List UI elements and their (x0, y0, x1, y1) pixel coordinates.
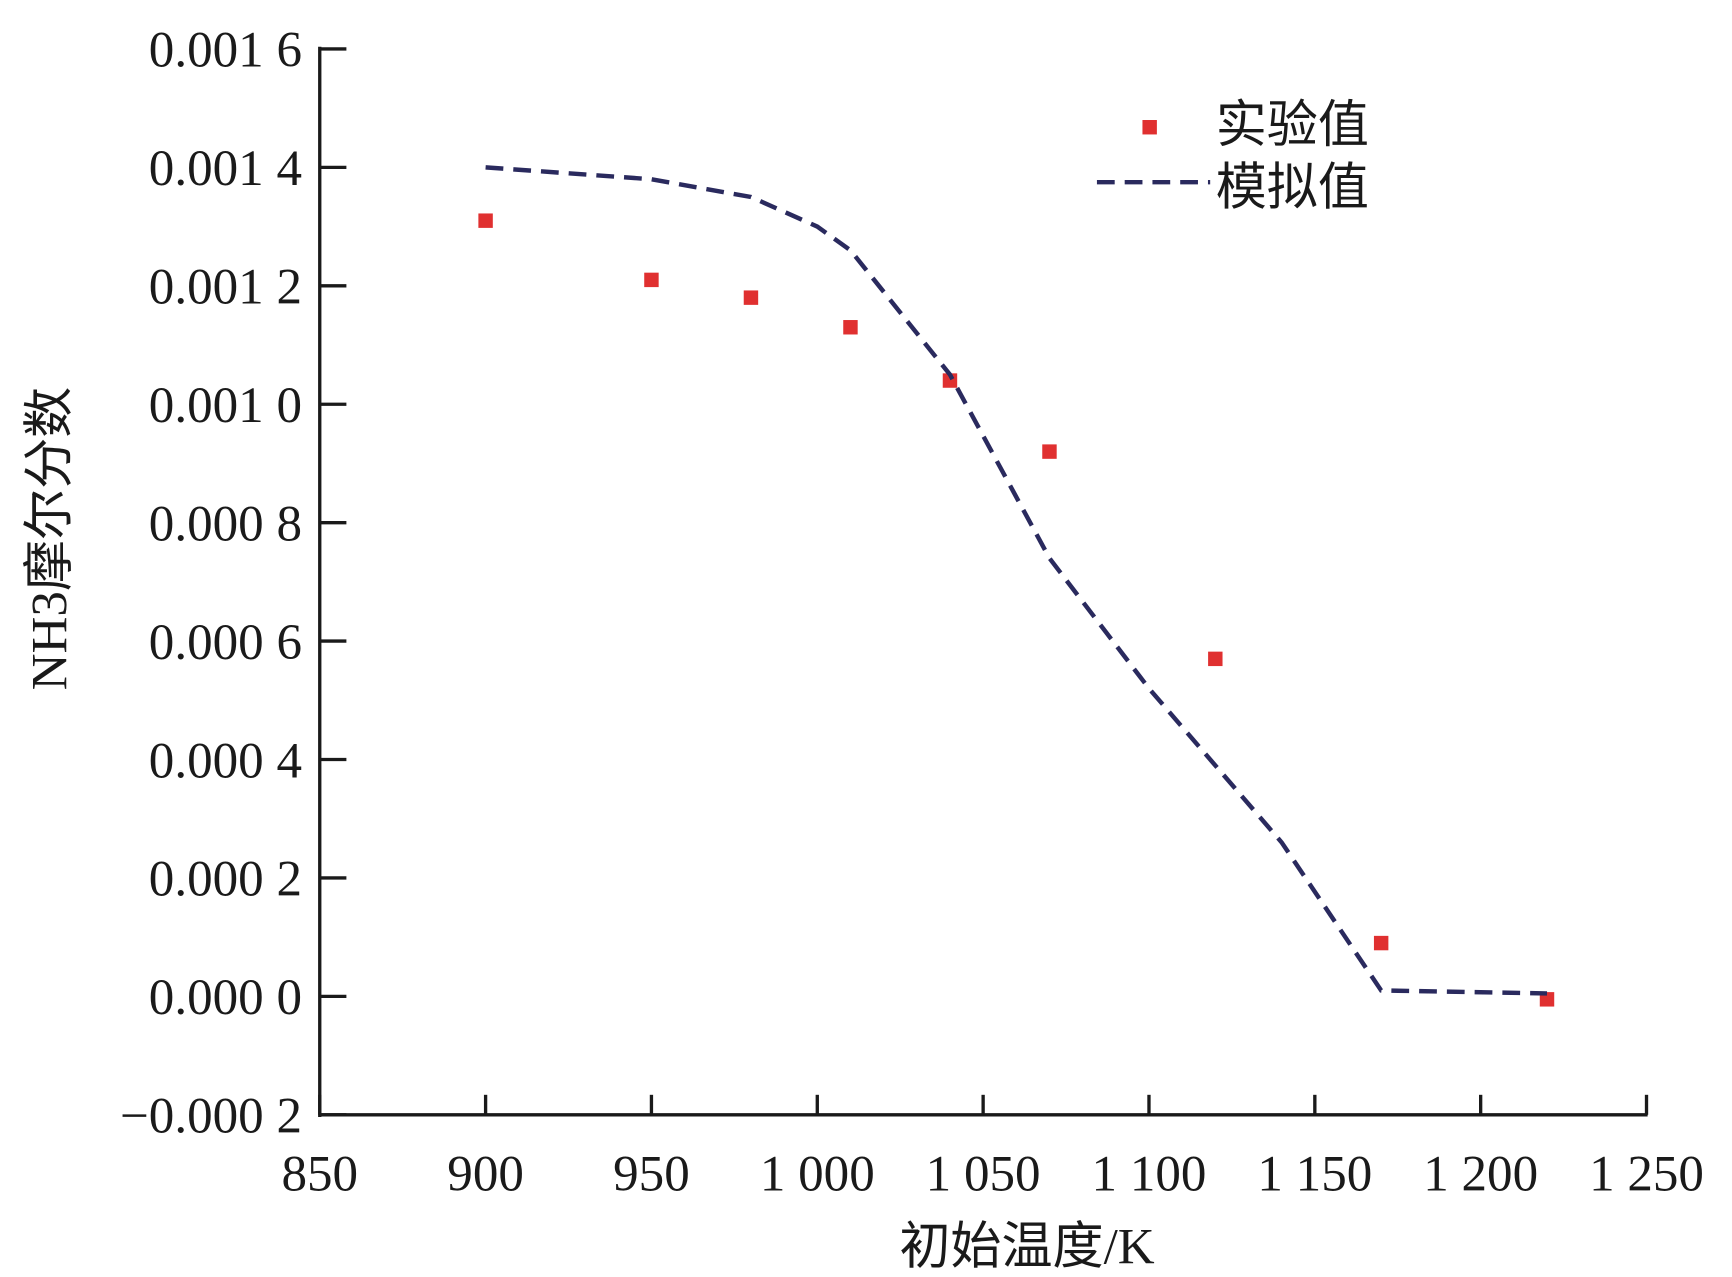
x-tick-label: 900 (447, 1145, 524, 1202)
simulated-line (485, 165, 1548, 996)
y-tick-label: 0.000 8 (149, 495, 302, 552)
x-tick-label: 1 200 (1423, 1145, 1538, 1202)
x-tick-label: 1 000 (760, 1145, 875, 1202)
y-tick-label: 0.001 4 (149, 140, 302, 197)
experimental-point (644, 272, 659, 288)
y-tick-label: 0.001 6 (149, 22, 302, 79)
y-tick-label: 0.000 6 (149, 614, 302, 671)
x-tick-label: 850 (281, 1145, 358, 1202)
y-tick-label: −0.000 2 (120, 1088, 302, 1145)
x-tick-label: 1 250 (1589, 1145, 1704, 1202)
x-tick-label: 1 100 (1092, 1145, 1207, 1202)
legend-marker-experimental (1142, 120, 1157, 135)
experimental-point (1042, 444, 1057, 459)
y-tick-label: 0.001 2 (149, 259, 302, 316)
plot-area (478, 165, 1555, 1007)
x-tick-label: 1 050 (926, 1145, 1041, 1202)
x-tick-label: 1 150 (1257, 1145, 1372, 1202)
x-tick-label: 950 (613, 1145, 690, 1202)
experimental-point (1539, 992, 1555, 1007)
y-axis-label: NH3摩尔分数 (22, 387, 79, 691)
experimental-point (1208, 651, 1223, 667)
experimental-point (843, 320, 858, 335)
y-axis-ticks: −0.000 2 0.000 0 0.000 2 0.000 4 0.000 6 0.00… (120, 22, 347, 1145)
y-tick-label: 0.000 0 (149, 969, 302, 1026)
y-tick-label: 0.001 0 (149, 377, 302, 434)
y-tick-label: 0.000 2 (149, 851, 302, 908)
x-axis-ticks: 850 900 950 1 000 1 050 1 100 1 150 1 200 1 250 (281, 1094, 1704, 1202)
legend-label-experimental: 实验值 (1216, 97, 1369, 154)
y-tick-label: 0.000 4 (149, 732, 302, 789)
experimental-point (743, 290, 759, 305)
x-axis-label: 初始温度/K (899, 1219, 1154, 1276)
legend: 实验值 模拟值 (1096, 97, 1369, 216)
experimental-point (1373, 935, 1389, 951)
experimental-point (478, 213, 493, 228)
legend-label-simulated: 模拟值 (1216, 159, 1369, 216)
